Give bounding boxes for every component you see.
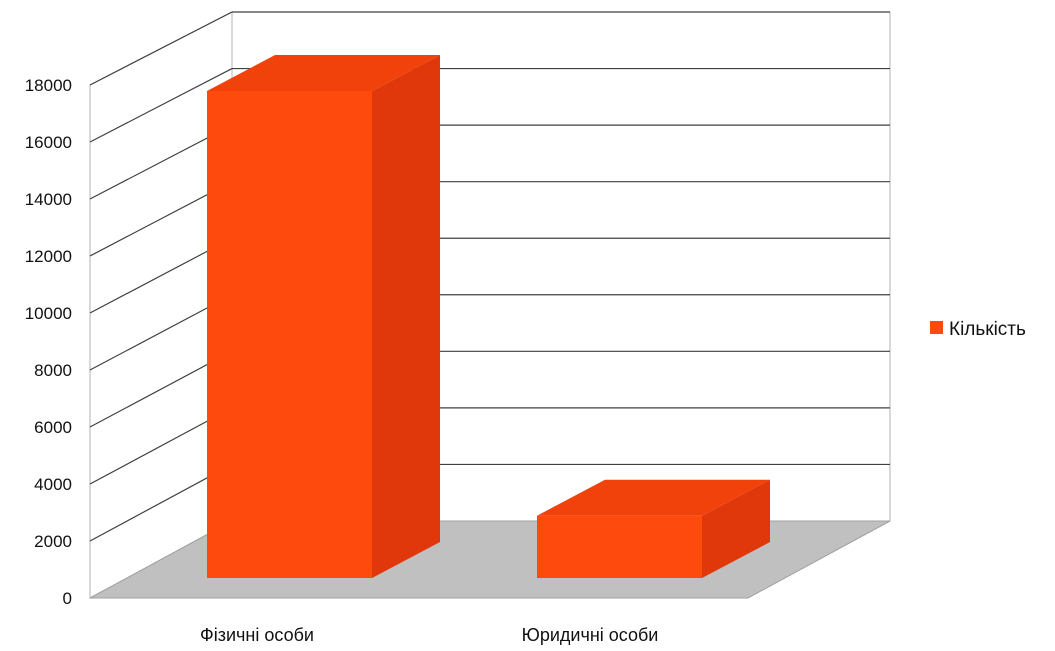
y-tick-label: 4000	[34, 475, 72, 494]
bar-front-face	[537, 515, 702, 578]
legend-swatch	[930, 321, 943, 334]
y-tick-label: 2000	[34, 532, 72, 551]
y-tick-label: 18000	[25, 76, 72, 95]
legend: Кількість	[930, 319, 1026, 340]
x-category-label: Фізичні особи	[200, 625, 314, 645]
bar-top-face	[207, 55, 440, 91]
y-tick-label: 10000	[25, 304, 72, 323]
x-category-label: Юридичні особи	[522, 625, 659, 645]
y-tick-label: 8000	[34, 361, 72, 380]
y-tick-label: 0	[63, 589, 72, 608]
y-tick-label: 16000	[25, 133, 72, 152]
bar-top-face	[537, 479, 770, 516]
bar-side-face	[702, 479, 770, 578]
legend-label: Кількість	[949, 319, 1026, 340]
gridline-left-wall	[89, 68, 233, 143]
bar-front-face	[207, 91, 372, 578]
y-axis-tick-labels: 0 2000 4000 6000 8000 10000 12000 14000 16000 180…	[25, 76, 72, 608]
y-tick-label: 12000	[25, 247, 72, 266]
bar-side-face	[372, 55, 440, 578]
gridline-left-wall	[89, 11, 233, 86]
y-tick-label: 6000	[34, 418, 72, 437]
x-axis-category-labels: Фізичні особи Юридичні особи	[200, 625, 658, 645]
y-tick-label: 14000	[25, 190, 72, 209]
bar-series	[207, 55, 770, 578]
